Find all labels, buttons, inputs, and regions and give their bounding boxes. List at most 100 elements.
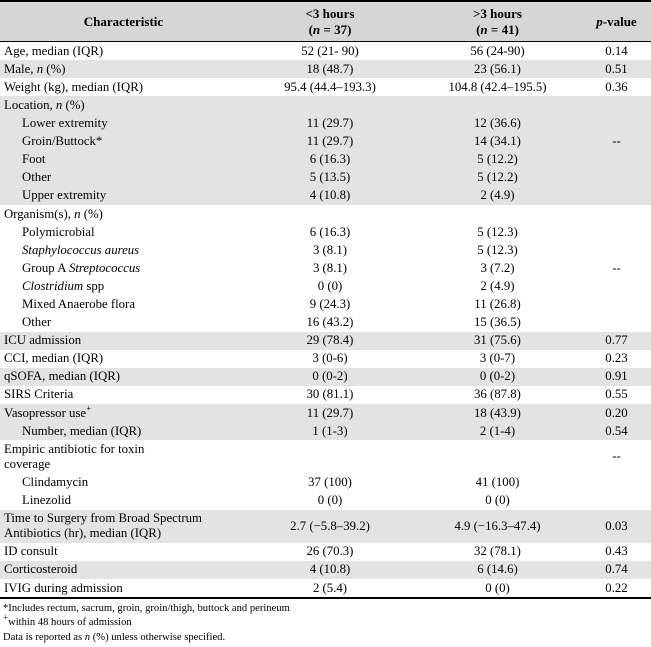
value-cell: 4 (10.8) <box>247 560 413 579</box>
value-cell: 56 (24-90) <box>413 41 582 61</box>
value-cell: 3 (0-6) <box>247 349 413 368</box>
value-cell: 2 (4.9) <box>413 186 582 206</box>
row-label: Number, median (IQR) <box>0 422 247 441</box>
p-value-cell <box>582 313 651 332</box>
value-cell <box>247 440 413 474</box>
p-value-cell <box>582 295 651 314</box>
row-label: ICU admission <box>0 331 247 350</box>
p-value-cell: 0.23 <box>582 349 651 368</box>
table-row: Weight (kg), median (IQR) 95.4 (44.4–193.… <box>0 78 651 97</box>
value-cell: 0 (0-2) <box>247 367 413 386</box>
table-row: SIRS Criteria 30 (81.1) 36 (87.8) 0.55 <box>0 385 651 405</box>
header-row: Characteristic <3 hours (n = 37) >3 hours (n… <box>0 1 651 43</box>
row-label: SIRS Criteria <box>0 385 247 405</box>
row-label: CCI, median (IQR) <box>0 349 247 368</box>
row-label: Age, median (IQR) <box>0 41 247 61</box>
table-row: Groin/Buttock* 11 (29.7) 14 (34.1) -- <box>0 132 651 151</box>
characteristics-table: Characteristic <3 hours (n = 37) >3 hours (n… <box>0 0 651 600</box>
p-value-cell: 0.22 <box>582 579 651 599</box>
table-body: Age, median (IQR) 52 (21- 90) 56 (24-90) 0.… <box>0 41 651 599</box>
row-label: Weight (kg), median (IQR) <box>0 78 247 97</box>
value-cell: 1 (1-3) <box>247 422 413 441</box>
value-cell <box>413 440 582 474</box>
row-label: Upper extremity <box>0 186 247 206</box>
p-value-cell <box>582 205 651 224</box>
p-value-cell: -- <box>582 132 651 151</box>
table-row: Staphylococcus aureus 3 (8.1) 5 (12.3) <box>0 241 651 260</box>
value-cell: 3 (7.2) <box>413 259 582 278</box>
row-label: Group A Streptococcus <box>0 259 247 278</box>
p-value-cell: 0.20 <box>582 404 651 423</box>
value-cell: 11 (29.7) <box>247 132 413 151</box>
row-label: Polymicrobial <box>0 223 247 242</box>
value-cell: 18 (48.7) <box>247 60 413 79</box>
value-cell: 15 (36.5) <box>413 313 582 332</box>
row-label: Foot <box>0 150 247 169</box>
value-cell: 32 (78.1) <box>413 542 582 561</box>
p-value-cell <box>582 186 651 206</box>
p-value-cell: -- <box>582 259 651 278</box>
table-row: Age, median (IQR) 52 (21- 90) 56 (24-90) 0.… <box>0 41 651 61</box>
value-cell: 3 (8.1) <box>247 259 413 278</box>
row-label: Time to Surgery from Broad Spectrum Anti… <box>0 509 247 543</box>
value-cell: 6 (14.6) <box>413 560 582 579</box>
row-label: Linezolid <box>0 491 247 510</box>
value-cell: 14 (34.1) <box>413 132 582 151</box>
value-cell: 23 (56.1) <box>413 60 582 79</box>
value-cell: 18 (43.9) <box>413 404 582 423</box>
table-row: Location, n (%) <box>0 96 651 115</box>
row-label: Clostridium spp <box>0 277 247 296</box>
row-label: qSOFA, median (IQR) <box>0 367 247 386</box>
row-label: Mixed Anaerobe flora <box>0 295 247 314</box>
table-row: Vasopressor use+ 11 (29.7) 18 (43.9) 0.20 <box>0 404 651 423</box>
p-value-cell <box>582 96 651 115</box>
value-cell: 41 (100) <box>413 473 582 492</box>
p-value-cell: 0.54 <box>582 422 651 441</box>
row-label: Other <box>0 313 247 332</box>
p-value-cell: 0.77 <box>582 331 651 350</box>
value-cell <box>247 96 413 115</box>
value-cell: 52 (21- 90) <box>247 41 413 61</box>
row-label: IVIG during admission <box>0 579 247 599</box>
value-cell: 0 (0-2) <box>413 367 582 386</box>
p-value-cell <box>582 223 651 242</box>
value-cell: 36 (87.8) <box>413 385 582 405</box>
table-header: Characteristic <3 hours (n = 37) >3 hours (n… <box>0 1 651 43</box>
value-cell: 3 (8.1) <box>247 241 413 260</box>
p-value-cell <box>582 277 651 296</box>
table-row: Polymicrobial 6 (16.3) 5 (12.3) <box>0 223 651 242</box>
p-value-cell: -- <box>582 440 651 474</box>
footnote: +within 48 hours of admission <box>3 612 132 629</box>
table-row: Other 5 (13.5) 5 (12.2) <box>0 168 651 187</box>
value-cell: 104.8 (42.4–195.5) <box>413 78 582 97</box>
value-cell <box>413 205 582 224</box>
footnote: *Includes rectum, sacrum, groin, groin/t… <box>3 603 290 615</box>
value-cell: 2 (1-4) <box>413 422 582 441</box>
footnote: Data is reported as n (%) unless otherwi… <box>3 631 226 643</box>
p-value-cell <box>582 473 651 492</box>
row-label: Lower extremity <box>0 114 247 133</box>
row-label: Male, n (%) <box>0 60 247 79</box>
row-label: Staphylococcus aureus <box>0 241 247 260</box>
value-cell: 31 (75.6) <box>413 331 582 350</box>
table-row: ID consult 26 (70.3) 32 (78.1) 0.43 <box>0 542 651 561</box>
p-value-cell <box>582 491 651 510</box>
value-cell: 0 (0) <box>413 491 582 510</box>
p-value-cell: 0.51 <box>582 60 651 79</box>
row-label: Organism(s), n (%) <box>0 205 247 224</box>
p-value-cell: 0.43 <box>582 542 651 561</box>
row-label: Corticosteroid <box>0 560 247 579</box>
table-row: Upper extremity 4 (10.8) 2 (4.9) <box>0 186 651 206</box>
p-value-cell <box>582 241 651 260</box>
table-row: Linezolid 0 (0) 0 (0) <box>0 491 651 510</box>
value-cell: 4.9 (−16.3–47.4) <box>413 509 582 543</box>
p-value-cell: 0.14 <box>582 41 651 61</box>
table-row: Lower extremity 11 (29.7) 12 (36.6) <box>0 114 651 133</box>
row-label: ID consult <box>0 542 247 561</box>
column-header-gt3-hours: >3 hours (n = 41) <box>413 1 582 43</box>
column-header-lt3-hours: <3 hours (n = 37) <box>247 1 413 43</box>
value-cell: 5 (12.2) <box>413 150 582 169</box>
table-row: IVIG during admission 2 (5.4) 0 (0) 0.22 <box>0 579 651 599</box>
value-cell <box>247 205 413 224</box>
value-cell: 5 (12.2) <box>413 168 582 187</box>
